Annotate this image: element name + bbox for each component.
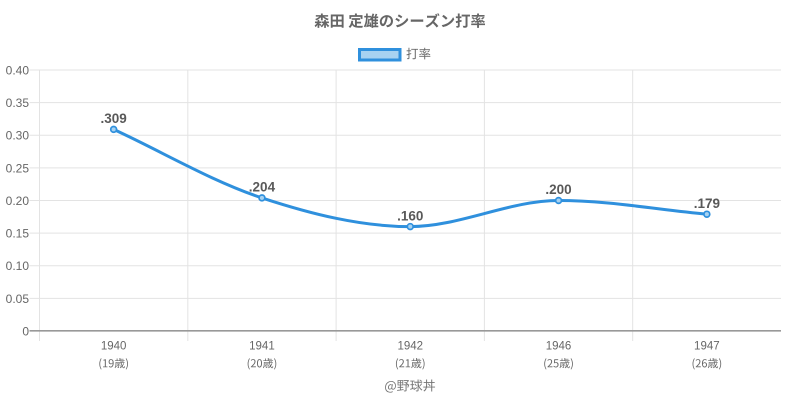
svg-text:0.35: 0.35 xyxy=(6,96,30,110)
svg-text:0: 0 xyxy=(22,324,29,338)
svg-text:1942: 1942 xyxy=(397,341,423,353)
svg-text:1947: 1947 xyxy=(694,341,720,353)
svg-text:0.20: 0.20 xyxy=(6,194,30,208)
svg-text:0.40: 0.40 xyxy=(6,63,30,77)
svg-text:1946: 1946 xyxy=(546,341,572,353)
svg-text:.160: .160 xyxy=(397,208,423,223)
svg-text:0.30: 0.30 xyxy=(6,129,30,143)
svg-text:0.05: 0.05 xyxy=(6,292,30,306)
svg-text:1941: 1941 xyxy=(249,341,275,353)
svg-text:.204: .204 xyxy=(249,180,276,195)
svg-text:0.25: 0.25 xyxy=(6,161,30,175)
svg-text:0.15: 0.15 xyxy=(6,227,30,241)
svg-text:1940: 1940 xyxy=(101,341,127,353)
svg-text:.179: .179 xyxy=(694,196,720,211)
svg-text:0.10: 0.10 xyxy=(6,259,30,273)
svg-text:.200: .200 xyxy=(545,182,571,197)
svg-text:.309: .309 xyxy=(101,111,127,126)
